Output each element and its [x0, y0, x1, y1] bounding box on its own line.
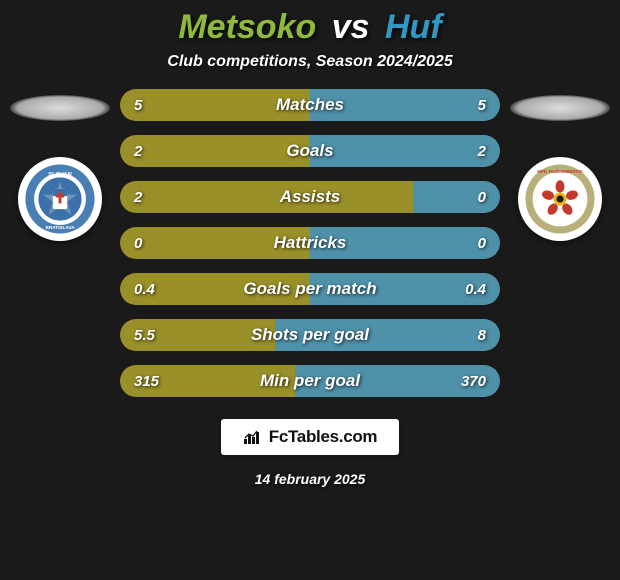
subtitle: Club competitions, Season 2024/2025	[167, 53, 452, 71]
stat-value-left: 315	[134, 365, 159, 397]
stat-row: 315370Min per goal	[120, 365, 500, 397]
oval-shadow-left	[10, 95, 110, 121]
crest-right: MFK RUŽOMBEROK	[518, 157, 602, 241]
stat-value-right: 8	[478, 319, 486, 351]
player2-name: Huf	[385, 8, 442, 46]
stat-value-left: 2	[134, 181, 142, 213]
stat-row: 20Assists	[120, 181, 500, 213]
date: 14 february 2025	[255, 471, 366, 487]
right-side: MFK RUŽOMBEROK	[500, 89, 620, 241]
stat-value-right: 5	[478, 89, 486, 121]
footer-site: FcTables.com	[269, 427, 378, 447]
stat-value-right: 0.4	[465, 273, 486, 305]
stat-fill-right	[310, 89, 500, 121]
stat-row: 22Goals	[120, 135, 500, 167]
crest-left-svg: SLOVAN BRATISLAVA	[24, 163, 96, 235]
stat-value-right: 370	[461, 365, 486, 397]
stat-value-left: 5	[134, 89, 142, 121]
stat-fill-right	[413, 181, 500, 213]
stat-value-left: 5.5	[134, 319, 155, 351]
stats-column: 55Matches22Goals20Assists00Hattricks0.40…	[120, 89, 500, 397]
stat-row: 0.40.4Goals per match	[120, 273, 500, 305]
stat-row: 00Hattricks	[120, 227, 500, 259]
stat-fill-left	[120, 89, 310, 121]
stat-fill-left	[120, 181, 413, 213]
player1-name: Metsoko	[178, 8, 316, 46]
stat-row: 5.58Shots per goal	[120, 319, 500, 351]
oval-shadow-right	[510, 95, 610, 121]
stat-fill-right	[310, 135, 500, 167]
stat-value-right: 0	[478, 227, 486, 259]
title: Metsoko vs Huf	[178, 8, 441, 47]
stat-value-left: 2	[134, 135, 142, 167]
stat-fill-right	[275, 319, 500, 351]
svg-text:SLOVAN: SLOVAN	[48, 172, 72, 178]
stat-value-right: 0	[478, 181, 486, 213]
stat-value-left: 0.4	[134, 273, 155, 305]
stat-fill-left	[120, 135, 310, 167]
bars-icon	[243, 429, 263, 445]
stat-fill-right	[310, 227, 500, 259]
stat-fill-left	[120, 227, 310, 259]
main-row: SLOVAN BRATISLAVA 55Matches22Goals20Assi…	[0, 89, 620, 397]
left-side: SLOVAN BRATISLAVA	[0, 89, 120, 241]
footer-badge[interactable]: FcTables.com	[221, 419, 400, 455]
svg-text:BRATISLAVA: BRATISLAVA	[45, 225, 75, 230]
stat-value-left: 0	[134, 227, 142, 259]
crest-left: SLOVAN BRATISLAVA	[18, 157, 102, 241]
stat-row: 55Matches	[120, 89, 500, 121]
stat-value-right: 2	[478, 135, 486, 167]
title-vs: vs	[332, 8, 370, 46]
crest-right-svg: MFK RUŽOMBEROK	[524, 163, 596, 235]
